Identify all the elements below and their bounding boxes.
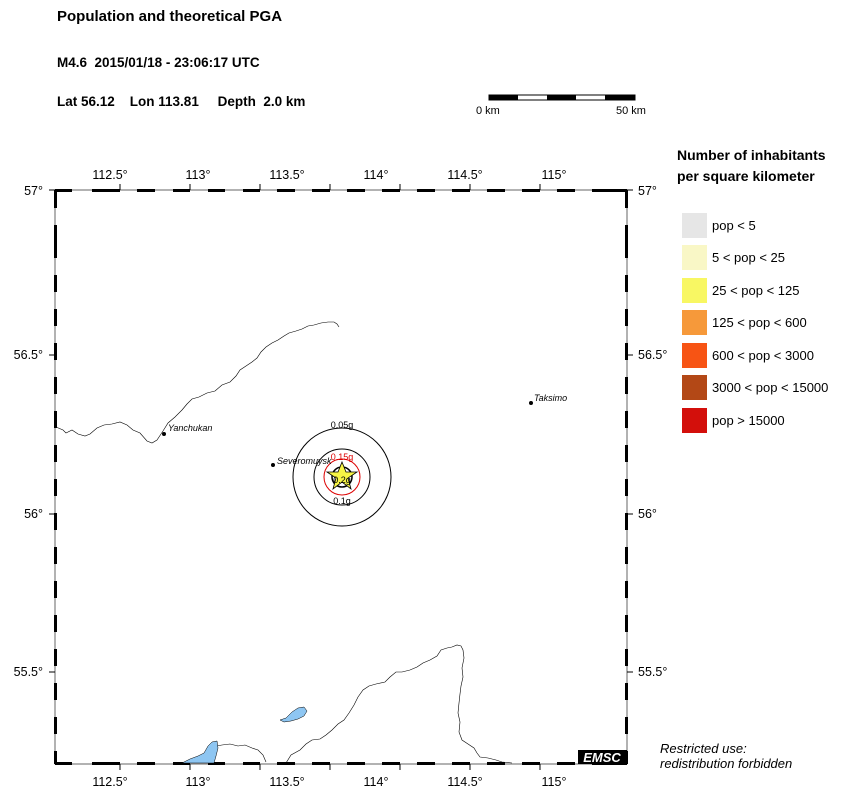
lon-tick-label: 115°: [542, 775, 567, 789]
scale-start-label: 0 km: [476, 105, 500, 117]
lon-tick-label: 114.5°: [447, 168, 482, 182]
legend-swatch: [682, 245, 707, 270]
lat-tick-label: 56.5°: [14, 348, 43, 362]
usage-notice-line: Restricted use:: [660, 741, 747, 756]
lon-tick-label: 114°: [364, 775, 389, 789]
city-marker: Taksimo: [529, 393, 567, 405]
city-dot-icon: [162, 432, 166, 436]
event-info: M4.6 2015/01/18 - 23:06:17 UTC: [57, 55, 260, 70]
lon-tick-label: 115°: [542, 168, 567, 182]
legend-swatch: [682, 277, 707, 303]
lon-tick-label: 113.5°: [269, 168, 304, 182]
city-label: Taksimo: [534, 393, 567, 403]
legend-title: Number of inhabitants per square kilomet…: [677, 145, 826, 187]
usage-notice: Restricted use: redistribution forbidden: [660, 741, 792, 771]
pga-label: 0.2g: [333, 475, 351, 485]
scale-bar: [488, 94, 636, 101]
legend-swatch: [682, 375, 707, 400]
legend-label: 600 < pop < 3000: [712, 347, 814, 363]
legend-item: pop < 5: [682, 212, 756, 238]
legend-swatch: [682, 310, 707, 335]
boundary-line: [215, 743, 267, 763]
city-label: Yanchukan: [168, 423, 212, 433]
legend-label: 25 < pop < 125: [712, 282, 800, 298]
city-label: Severomuysk: [277, 456, 332, 466]
pga-label: 0.15g: [331, 452, 354, 462]
legend-item: 600 < pop < 3000: [682, 342, 814, 368]
emsc-logo-text: EMSC: [583, 750, 621, 765]
emsc-logo: [578, 750, 627, 764]
city-marker: Yanchukan: [162, 423, 212, 436]
boundary-line: [285, 644, 513, 764]
lon-tick-label: 112.5°: [92, 775, 127, 789]
pga-label: 0.1g: [333, 496, 351, 506]
lat-tick-label: 55.5°: [638, 665, 667, 679]
lat-tick-label: 57°: [24, 184, 43, 198]
legend-label: 125 < pop < 600: [712, 315, 807, 330]
legend-swatch: [682, 407, 707, 433]
lon-tick-label: 113.5°: [269, 775, 304, 789]
lon-tick-label: 114.5°: [447, 775, 482, 789]
page-title: Population and theoretical PGA: [57, 8, 283, 25]
legend-label: pop < 5: [712, 217, 756, 233]
legend-item: 3000 < pop < 15000: [682, 375, 828, 401]
city-marker: Severomuysk: [271, 456, 332, 467]
legend-swatch: [682, 212, 707, 238]
lon-tick-label: 112.5°: [92, 168, 127, 182]
boundary-line: [55, 321, 340, 444]
usage-notice-line: redistribution forbidden: [660, 756, 793, 771]
legend-label: pop > 15000: [712, 412, 785, 428]
map-frame: [54, 189, 628, 765]
legend-item: 5 < pop < 25: [682, 245, 785, 271]
lat-tick-label: 56.5°: [638, 348, 667, 362]
city-dot-icon: [271, 463, 275, 467]
legend-item: pop > 15000: [682, 407, 785, 433]
lon-tick-label: 113°: [186, 775, 211, 789]
legend-label: 5 < pop < 25: [712, 250, 786, 265]
lon-tick-label: 113°: [186, 168, 211, 182]
lake-shape: [181, 740, 219, 764]
pga-label: 0.05g: [331, 420, 354, 430]
lat-tick-label: 55.5°: [14, 665, 43, 679]
lat-tick-label: 57°: [638, 184, 657, 198]
legend-title-line: per square kilometer: [677, 168, 815, 184]
lake-shape: [279, 706, 308, 723]
legend-item: 25 < pop < 125: [682, 277, 799, 303]
legend-swatch: [682, 342, 707, 368]
lat-tick-label: 56°: [24, 507, 43, 521]
event-coordinates: Lat 56.12 Lon 113.81 Depth 2.0 km: [57, 94, 306, 109]
scale-end-label: 50 km: [616, 105, 646, 117]
lon-tick-label: 114°: [364, 168, 389, 182]
legend-title-line: Number of inhabitants: [677, 147, 826, 163]
legend-label: 3000 < pop < 15000: [712, 380, 829, 395]
lat-tick-label: 56°: [638, 507, 657, 521]
epicenter-star-icon: [325, 460, 359, 491]
legend-item: 125 < pop < 600: [682, 310, 807, 336]
city-dot-icon: [529, 401, 533, 405]
